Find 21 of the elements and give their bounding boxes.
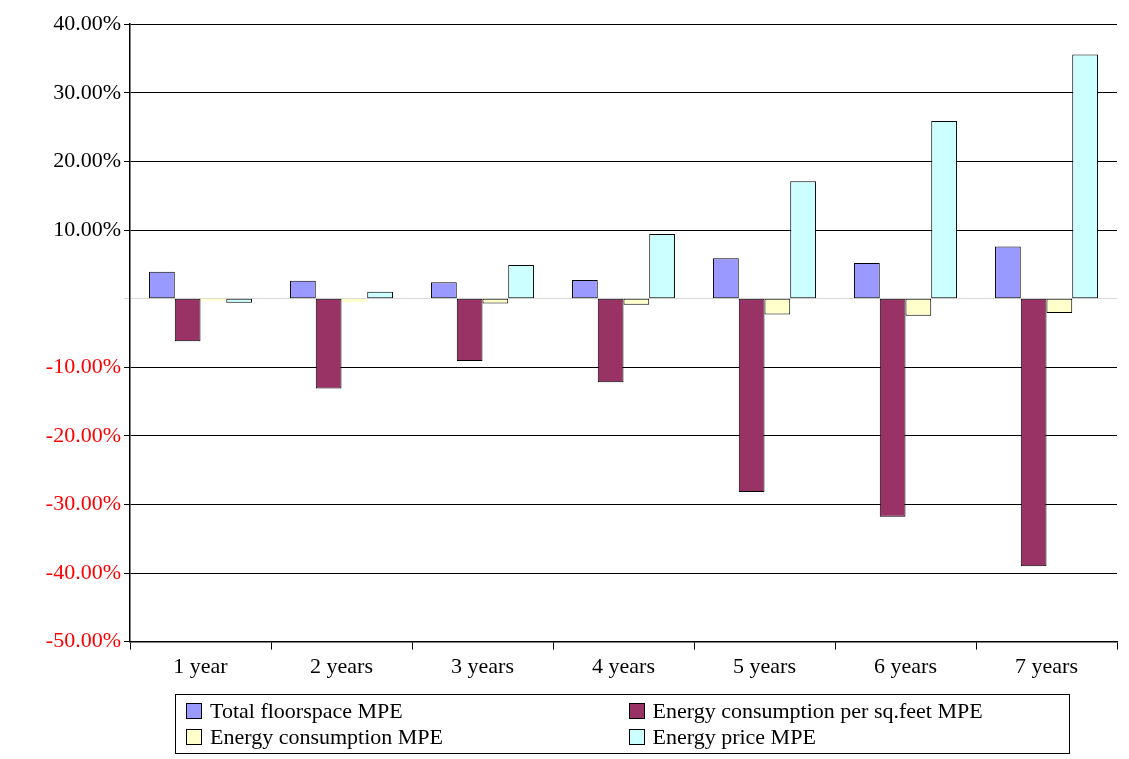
y-tick-label: 20.00%: [53, 147, 121, 173]
y-tick-label: -20.00%: [45, 421, 121, 447]
x-tick-label: 7 years: [1015, 652, 1078, 678]
y-tick-label: 40.00%: [53, 9, 121, 35]
x-tick-label: 5 years: [733, 652, 796, 678]
y-tick-label: -10.00%: [45, 352, 121, 378]
legend-label: Energy price MPE: [652, 724, 816, 750]
legend-label: Energy consumption MPE: [210, 724, 444, 750]
legend-label: Total floorspace MPE: [210, 698, 403, 724]
y-tick-label: -40.00%: [45, 558, 121, 584]
y-tick-label: -50.00%: [45, 627, 121, 653]
x-tick-label: 6 years: [874, 652, 937, 678]
bar: [341, 298, 368, 303]
legend-label: Energy consumption per sq.feet MPE: [652, 698, 983, 724]
x-tick-label: 3 years: [451, 652, 514, 678]
y-tick-label: 30.00%: [53, 78, 121, 104]
x-tick-label: 4 years: [592, 652, 655, 678]
y-tick-label: -30.00%: [45, 490, 121, 516]
x-tick-label: 1 year: [173, 652, 229, 678]
y-tick-label: 10.00%: [53, 215, 121, 241]
x-tick-label: 2 years: [310, 652, 373, 678]
